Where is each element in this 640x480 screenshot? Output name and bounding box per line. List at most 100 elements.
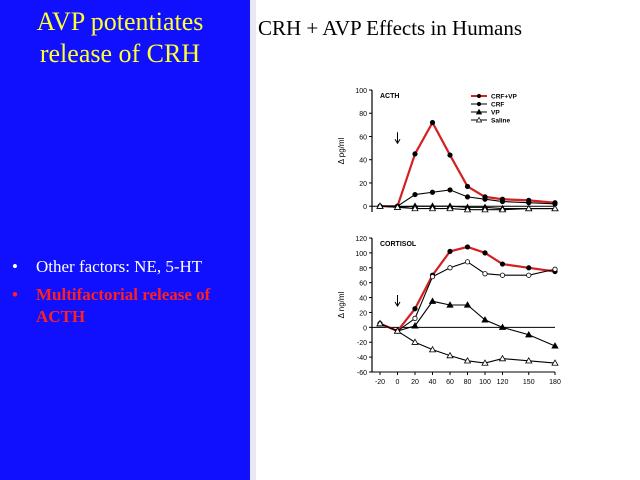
series-line xyxy=(379,245,556,333)
data-point xyxy=(498,205,507,213)
data-point xyxy=(411,338,419,345)
series-line xyxy=(379,261,556,332)
y-axis-label: Δ pg/ml xyxy=(337,137,346,164)
x-tick-label: 40 xyxy=(429,379,437,386)
y-tick-label: 20 xyxy=(359,181,367,188)
y-tick-label: 100 xyxy=(355,251,367,258)
legend-marker xyxy=(475,116,483,123)
legend-label: CRF+VP xyxy=(491,94,517,101)
series-line xyxy=(379,205,555,211)
data-point xyxy=(499,261,506,267)
y-tick-label: -40 xyxy=(357,355,367,362)
data-point xyxy=(429,119,436,126)
data-point xyxy=(411,204,419,212)
data-point xyxy=(526,200,532,206)
y-tick-label: 40 xyxy=(359,158,367,165)
data-point xyxy=(393,203,402,210)
data-point xyxy=(525,204,533,212)
legend-label: VP xyxy=(491,110,500,117)
data-point xyxy=(482,271,488,277)
data-point xyxy=(447,248,453,254)
data-point xyxy=(463,205,472,213)
data-point xyxy=(464,259,471,265)
figure-heading: CRH + AVP Effects in Humans xyxy=(258,16,523,40)
bullet-mark: • xyxy=(12,257,18,276)
data-point xyxy=(526,265,532,271)
legend-label: CRF xyxy=(491,102,504,109)
data-point xyxy=(464,194,471,200)
data-point xyxy=(447,152,453,158)
data-point xyxy=(446,351,454,359)
data-point xyxy=(482,196,488,202)
data-point xyxy=(412,306,418,312)
y-tick-label: 80 xyxy=(359,111,367,118)
x-tick-label: 0 xyxy=(396,379,400,386)
series-line xyxy=(380,189,556,207)
data-point xyxy=(429,274,436,280)
series-line xyxy=(379,300,556,347)
panel-divider xyxy=(250,0,256,480)
data-point xyxy=(525,357,533,364)
x-tick-label: 180 xyxy=(549,379,561,386)
data-point xyxy=(498,323,507,330)
data-point xyxy=(428,297,437,304)
data-point xyxy=(446,204,454,212)
y-tick-label: -20 xyxy=(357,340,367,347)
data-point xyxy=(463,301,472,308)
y-tick-label: 20 xyxy=(359,310,367,317)
legend-label: Saline xyxy=(491,118,511,125)
x-tick-label: 150 xyxy=(523,379,535,386)
injection-arrow-head xyxy=(394,139,401,145)
data-point xyxy=(376,319,384,327)
y-tick-label: 100 xyxy=(355,88,367,95)
y-tick-label: -60 xyxy=(357,370,367,377)
data-point xyxy=(525,330,533,338)
injection-arrow-head xyxy=(394,301,401,307)
acth-cortisol-figure: 0 20 40 60 80 100 Δ pg/ml ACTH CRF+VPCRFVPSaline… xyxy=(337,88,561,386)
data-point xyxy=(499,272,506,278)
left-panel: AVP potentiates release of CRH • Other f… xyxy=(0,0,250,480)
data-point xyxy=(482,250,488,256)
panel-title: ACTH xyxy=(380,93,399,100)
y-tick-label: 60 xyxy=(359,134,367,141)
y-tick-label: 0 xyxy=(363,325,367,332)
bullet-list: • Other factors: NE, 5-HT • Multifactori… xyxy=(12,256,240,334)
x-tick-label: 120 xyxy=(497,379,509,386)
data-point xyxy=(412,315,418,321)
legend-marker xyxy=(476,93,482,99)
data-point xyxy=(412,191,418,198)
bullet-item: • Multifactorial release of ACTH xyxy=(12,284,240,328)
data-point xyxy=(376,202,384,209)
data-point xyxy=(412,151,418,157)
series-line xyxy=(380,120,556,208)
bullet-text: Other factors: NE, 5-HT xyxy=(36,257,203,276)
y-tick-label: 40 xyxy=(359,296,367,303)
legend-marker xyxy=(475,108,483,115)
data-point xyxy=(551,204,559,212)
data-point xyxy=(526,272,532,278)
x-tick-label: 60 xyxy=(446,379,454,386)
legend-marker xyxy=(476,101,482,107)
data-point xyxy=(551,359,559,366)
data-point xyxy=(463,357,472,364)
x-tick-label: 100 xyxy=(479,379,491,386)
y-tick-label: 80 xyxy=(359,266,367,273)
x-tick-label: 20 xyxy=(411,379,419,386)
data-point xyxy=(499,198,506,205)
data-point xyxy=(428,345,437,353)
data-point xyxy=(481,316,489,323)
data-point xyxy=(393,327,402,334)
data-point xyxy=(498,354,507,362)
x-tick-label: -20 xyxy=(375,379,385,386)
bullet-text: Multifactorial release of ACTH xyxy=(36,285,211,326)
y-tick-label: 0 xyxy=(363,204,367,211)
data-point xyxy=(481,205,489,213)
slide-title: AVP potentiates release of CRH xyxy=(0,6,240,70)
series-line xyxy=(379,205,555,210)
y-tick-label: 120 xyxy=(355,236,367,243)
data-point xyxy=(447,265,453,271)
data-point xyxy=(411,322,419,329)
data-point xyxy=(552,266,558,272)
x-tick-label: 80 xyxy=(464,379,472,386)
data-point xyxy=(446,301,454,308)
